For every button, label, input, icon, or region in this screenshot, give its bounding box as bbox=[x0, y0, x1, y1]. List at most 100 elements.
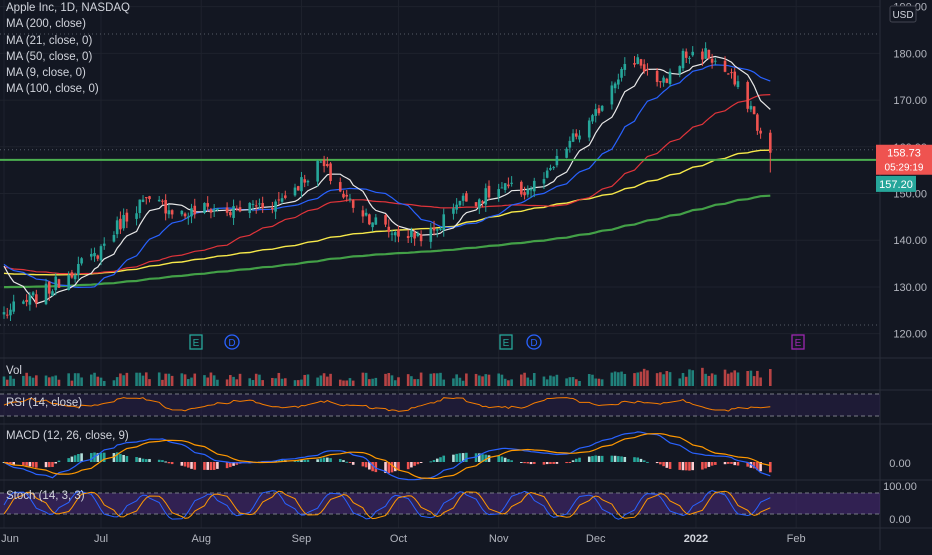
macd-hist-bar bbox=[119, 453, 122, 462]
macd-hist-bar bbox=[73, 455, 77, 462]
legend-ma200[interactable]: MA (200, close) bbox=[6, 18, 86, 31]
symbol-title[interactable]: Apple Inc, 1D, NASDAQ bbox=[6, 2, 130, 14]
earnings-marker bbox=[189, 334, 203, 350]
time-tick-label: Dec bbox=[586, 533, 606, 545]
macd-hist-bar bbox=[22, 462, 25, 466]
candle-body bbox=[594, 109, 597, 116]
volume-bar bbox=[636, 372, 640, 386]
candle-body bbox=[93, 252, 96, 257]
candle-body bbox=[730, 72, 733, 74]
legend-ma9[interactable]: MA (9, close, 0) bbox=[6, 67, 86, 80]
macd-hist-bar bbox=[642, 460, 646, 462]
macd-hist-bar bbox=[461, 453, 465, 462]
candle-body bbox=[54, 276, 58, 291]
volume-pane-title[interactable]: Vol bbox=[6, 365, 22, 377]
volume-bar bbox=[752, 376, 756, 386]
stoch-tick-label: 0.00 bbox=[889, 514, 910, 526]
marker-label: E bbox=[193, 338, 200, 349]
macd-hist-bar bbox=[549, 462, 552, 465]
volume-bar bbox=[384, 373, 387, 386]
candle-body bbox=[364, 212, 368, 216]
macd-hist-bar bbox=[452, 454, 455, 462]
candle-body bbox=[591, 115, 594, 122]
candle-body bbox=[342, 193, 345, 198]
candle-body bbox=[251, 203, 255, 205]
candle-body bbox=[497, 189, 500, 197]
stoch-pane-title[interactable]: Stoch (14, 3, 3) bbox=[6, 490, 85, 502]
macd-line bbox=[3, 431, 771, 481]
volume-bar bbox=[600, 379, 604, 386]
candle-body bbox=[261, 202, 264, 209]
macd-hist-bar bbox=[465, 452, 468, 462]
macd-hist-bar bbox=[35, 462, 38, 468]
legend-ma21[interactable]: MA (21, close, 0) bbox=[6, 34, 93, 47]
volume-bar bbox=[229, 375, 232, 386]
volume-bar bbox=[364, 372, 368, 386]
macd-hist-bar bbox=[597, 455, 601, 462]
candle-body bbox=[636, 57, 640, 64]
candle-body bbox=[756, 114, 759, 131]
candle-body bbox=[5, 314, 9, 316]
macd-hist-bar bbox=[387, 462, 391, 474]
volume-bar bbox=[597, 378, 601, 386]
macd-hist-bar bbox=[552, 462, 555, 464]
candle-body bbox=[435, 229, 439, 231]
volume-bar bbox=[710, 373, 714, 386]
candle-body bbox=[555, 155, 559, 166]
volume-bar bbox=[429, 373, 433, 386]
candle-body bbox=[296, 186, 300, 191]
macd-hist-bar bbox=[435, 458, 439, 462]
support-price-box bbox=[876, 175, 916, 192]
legend-ma50[interactable]: MA (50, close, 0) bbox=[6, 50, 93, 63]
volume-bar bbox=[714, 374, 717, 386]
macd-hist-bar bbox=[326, 457, 329, 462]
macd-pane-title[interactable]: MACD (12, 26, close, 9) bbox=[6, 430, 129, 442]
candle-body bbox=[668, 71, 672, 84]
candle-body bbox=[232, 206, 235, 218]
volume-bar bbox=[549, 375, 552, 386]
macd-hist-bar bbox=[500, 456, 504, 462]
candle-body bbox=[9, 309, 12, 316]
candle-body bbox=[681, 50, 685, 69]
macd-hist-bar bbox=[329, 458, 332, 462]
macd-hist-bar bbox=[646, 461, 649, 463]
candle-body bbox=[326, 163, 329, 167]
candle-body bbox=[77, 263, 80, 275]
macd-hist-bar bbox=[701, 462, 704, 470]
candle-body bbox=[209, 209, 213, 213]
currency-box bbox=[889, 5, 917, 23]
candle-body bbox=[726, 73, 730, 75]
macd-hist-bar bbox=[90, 453, 93, 462]
macd-hist-bar bbox=[571, 460, 575, 462]
macd-hist-bar bbox=[575, 458, 578, 462]
rsi-pane-title[interactable]: RSI (14, close) bbox=[6, 397, 83, 409]
macd-hist-bar bbox=[296, 459, 300, 462]
macd-hist-bar bbox=[487, 455, 491, 462]
marker-label: D bbox=[228, 338, 235, 349]
macd-hist-bar bbox=[442, 455, 446, 462]
volume-bar bbox=[22, 375, 25, 386]
candle-body bbox=[387, 226, 391, 232]
volume-bar bbox=[322, 373, 326, 386]
volume-bar bbox=[342, 380, 345, 386]
macd-hist-bar bbox=[229, 462, 232, 468]
currency-label: USD bbox=[892, 10, 913, 21]
volume-bar bbox=[691, 370, 694, 386]
candle-body bbox=[759, 130, 762, 134]
volume-bar bbox=[736, 372, 740, 386]
macd-hist-bar bbox=[277, 460, 281, 462]
volume-bar bbox=[316, 377, 319, 386]
macd-hist-bar bbox=[600, 455, 604, 462]
candle-body bbox=[565, 148, 568, 158]
time-tick-label: Aug bbox=[191, 533, 211, 545]
volume-bar bbox=[329, 373, 332, 386]
candle-body bbox=[258, 203, 261, 205]
candle-body bbox=[439, 228, 442, 230]
volume-bar bbox=[523, 372, 526, 386]
ma-line-21 bbox=[3, 64, 771, 289]
candle-body bbox=[306, 180, 310, 183]
legend-ma100[interactable]: MA (100, close, 0) bbox=[6, 83, 99, 96]
candle-body bbox=[733, 71, 737, 85]
